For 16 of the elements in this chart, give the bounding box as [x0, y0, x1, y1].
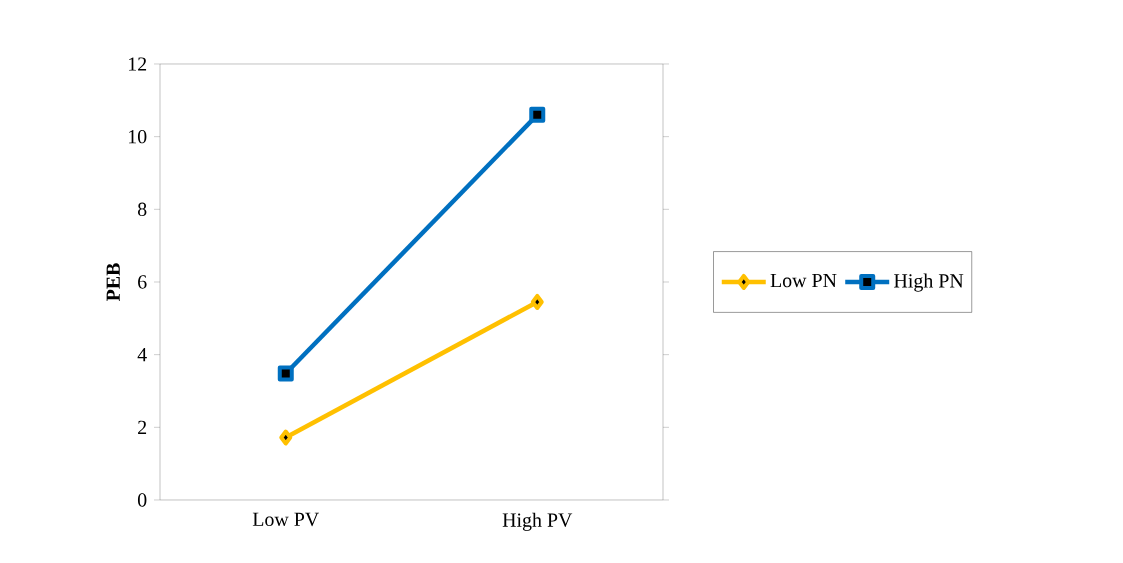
point [529, 106, 546, 123]
x-tick-label: Low PV [252, 512, 320, 527]
point [530, 293, 544, 310]
y-tick-label: 0 [137, 493, 147, 507]
legend-label: High PN [894, 273, 964, 292]
x-tick-label: High PV [502, 512, 573, 531]
point [279, 429, 293, 446]
y-tick-label: 10 [128, 129, 147, 144]
y-tick-label: 6 [138, 275, 147, 289]
y-tick-label: 12 [128, 57, 147, 71]
y-axis-title: PEB [106, 263, 120, 302]
y-tick-label: 4 [137, 348, 147, 362]
point [277, 365, 294, 382]
y-tick-label: 2 [138, 420, 147, 434]
legend-label: Low PN [770, 273, 837, 288]
y-tick-label: 8 [137, 202, 147, 217]
